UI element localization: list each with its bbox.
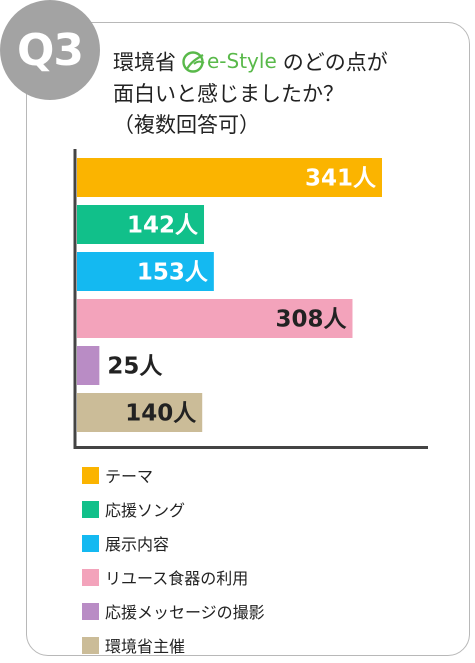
legend-item-4: 応援メッセージの撮影 bbox=[82, 594, 265, 628]
legend-item-2: 展示内容 bbox=[82, 526, 265, 560]
legend-label-5: 環境省主催 bbox=[105, 637, 186, 656]
re-style-logo-icon bbox=[182, 50, 205, 73]
legend-swatch-5 bbox=[82, 636, 99, 654]
chart-legend: テーマ応援ソング展示内容リユース食器の利用 応援メッセージの撮影 環境省主催 bbox=[82, 458, 265, 662]
bar-value-label-2: 153人 bbox=[137, 260, 209, 286]
legend-label-4: 応援メッセージの撮影 bbox=[105, 603, 265, 622]
bar-5 bbox=[77, 393, 203, 432]
brand-text: e-Style bbox=[207, 49, 277, 73]
legend-item-3: リユース食器の利用 bbox=[82, 560, 265, 594]
title-line-2: 面白いと感じましたか？ bbox=[113, 81, 344, 106]
legend-swatch-4 bbox=[82, 602, 99, 620]
question-title: 環境省 e-Style のどの点が 面白いと感じましたか？ （複数回答可） bbox=[113, 46, 388, 141]
legend-label-0: テーマ bbox=[105, 467, 154, 486]
question-badge: Q3 bbox=[0, 0, 100, 100]
legend-label-2: 展示内容 bbox=[105, 535, 170, 554]
brand-logo: e-Style bbox=[182, 46, 277, 77]
title-line-3: （複数回答可） bbox=[113, 112, 260, 137]
bar-2 bbox=[77, 252, 214, 291]
title-post: のどの点が bbox=[282, 50, 388, 75]
legend-label-3: リユース食器の利用 bbox=[105, 569, 249, 588]
legend-label-1: 応援ソング bbox=[105, 501, 186, 520]
title-line-1: 環境省 e-Style のどの点が bbox=[113, 46, 388, 79]
bars-group: 341人 142人 153人 308人 25人 140人 bbox=[77, 158, 382, 432]
bar-value-label-0: 341人 bbox=[305, 166, 377, 192]
legend-swatch-1 bbox=[82, 500, 99, 518]
legend-swatch-3 bbox=[82, 568, 99, 586]
bar-4 bbox=[77, 346, 100, 385]
bar-value-label-3: 308人 bbox=[275, 307, 347, 333]
legend-item-0: テーマ bbox=[82, 458, 265, 492]
bar-0 bbox=[77, 158, 382, 197]
legend-swatch-0 bbox=[82, 466, 99, 484]
bar-value-label-1: 142人 bbox=[127, 213, 199, 239]
legend-swatch-2 bbox=[82, 534, 99, 552]
title-pre: 環境省 bbox=[113, 50, 176, 75]
legend-item-5: 環境省主催 bbox=[82, 628, 265, 662]
bar-3 bbox=[77, 299, 353, 338]
question-card bbox=[26, 22, 470, 656]
bar-value-label-5: 140人 bbox=[125, 401, 197, 427]
legend-item-1: 応援ソング bbox=[82, 492, 265, 526]
bar-1 bbox=[77, 205, 205, 244]
bar-value-label-4: 25人 bbox=[107, 354, 163, 380]
